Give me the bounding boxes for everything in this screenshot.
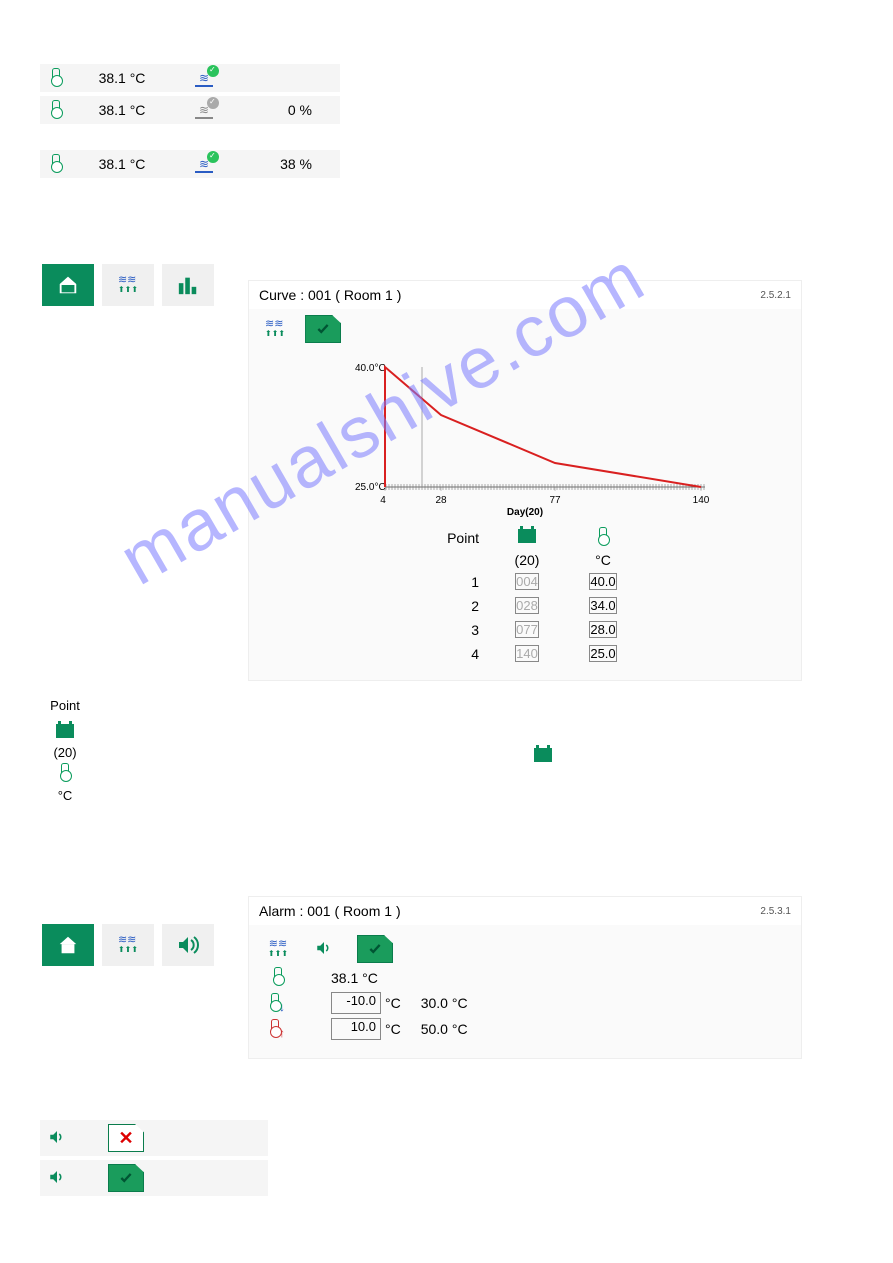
table-row: 2 028 34.0	[419, 596, 631, 616]
y-min-label: 25.0°C	[355, 482, 386, 493]
head-day-icon	[499, 529, 555, 546]
ventilation-button[interactable]	[102, 264, 154, 306]
alarm-high: ↑ 10.0 °C 50.0 °C	[265, 1018, 785, 1040]
thermometer-up-icon: ↑	[265, 1019, 291, 1040]
svg-text:28: 28	[435, 495, 447, 506]
thermometer-icon	[40, 763, 90, 787]
legend-point: Point	[40, 696, 90, 716]
thermometer-icon	[40, 154, 72, 175]
confirm-doc-icon[interactable]	[357, 935, 393, 963]
panel-header: Curve : 001 ( Room 1 ) 2.5.2.1	[249, 281, 801, 309]
chart-button[interactable]	[162, 264, 214, 306]
panel-toolbar	[249, 309, 801, 349]
home-button[interactable]	[42, 924, 94, 966]
sound-button[interactable]	[162, 924, 214, 966]
high-offset-input[interactable]: 10.0	[331, 1018, 381, 1040]
list-item	[40, 1160, 268, 1196]
panel-title: Curve : 001 ( Room 1 )	[259, 287, 760, 303]
curve-table-subhead: (20) °C	[419, 552, 631, 568]
temp-value: 38.1 °C	[72, 70, 172, 86]
temp-input[interactable]: 40.0	[589, 573, 616, 590]
panel-header: Alarm : 001 ( Room 1 ) 2.5.3.1	[249, 897, 801, 925]
row-idx: 3	[419, 622, 479, 638]
table-row: 4 140 25.0	[419, 644, 631, 664]
svg-text:Day(20): Day(20)	[507, 507, 543, 517]
sound-legend: ✕	[40, 1116, 268, 1200]
flow-grey-icon	[172, 101, 242, 119]
head-temp-icon	[575, 527, 631, 548]
low-result: 30.0 °C	[421, 995, 468, 1011]
thermometer-icon	[265, 967, 291, 988]
panel-title: Alarm : 001 ( Room 1 )	[259, 903, 760, 919]
unit-label: °C	[385, 1021, 401, 1037]
sound-icon[interactable]	[311, 939, 337, 960]
flow-ok-icon	[172, 155, 242, 173]
y-max-label: 40.0°C	[355, 363, 386, 374]
confirm-doc-icon[interactable]	[305, 315, 341, 343]
curve-table: Point (20) °C 1 004 40.0 2 028 34.0 3 07…	[249, 527, 801, 664]
low-offset-input[interactable]: -10.0	[331, 992, 381, 1014]
svg-text:140: 140	[693, 495, 710, 506]
calendar-icon	[40, 724, 90, 744]
legend-day: (20)	[40, 743, 90, 763]
table-row: 3 077 28.0	[419, 620, 631, 640]
panel-ref: 2.5.3.1	[760, 906, 791, 917]
table-row: 1 004 40.0	[419, 572, 631, 592]
curve-chart: 40.0°C 25.0°C 4 28 77 140 Day(20)	[325, 357, 725, 517]
day-input[interactable]: 028	[515, 597, 539, 614]
alarm-panel: Alarm : 001 ( Room 1 ) 2.5.3.1 38.1 °C ↓…	[248, 896, 802, 1059]
status-row: 38.1 °C	[40, 64, 340, 92]
row-idx: 4	[419, 646, 479, 662]
list-item: ✕	[40, 1120, 268, 1156]
temp-value: 38.1 °C	[72, 102, 172, 118]
doc-ok-icon[interactable]	[108, 1164, 144, 1192]
alarm-toolbar	[265, 935, 785, 963]
day-input[interactable]: 140	[515, 645, 539, 662]
ventilation-button[interactable]	[102, 924, 154, 966]
temp-input[interactable]: 25.0	[589, 645, 616, 662]
svg-text:77: 77	[549, 495, 561, 506]
day-input[interactable]: 077	[515, 621, 539, 638]
temp-input[interactable]: 34.0	[589, 597, 616, 614]
calendar-icon	[534, 748, 552, 762]
unit-label: °C	[385, 995, 401, 1011]
high-result: 50.0 °C	[421, 1021, 468, 1037]
head-temp-label: °C	[575, 552, 631, 568]
sound-icon	[46, 1128, 68, 1149]
thermometer-icon	[40, 68, 72, 89]
alarm-current: 38.1 °C	[265, 967, 785, 988]
temp-input[interactable]: 28.0	[589, 621, 616, 638]
row-idx: 2	[419, 598, 479, 614]
sound-icon	[46, 1168, 68, 1189]
head-day-label: (20)	[499, 552, 555, 568]
curve-table-head: Point	[419, 527, 631, 548]
ventilation-icon[interactable]	[265, 319, 285, 339]
current-temp: 38.1 °C	[331, 970, 378, 986]
flow-ok-icon	[172, 69, 242, 87]
status-row: 38.1 °C 0 %	[40, 96, 340, 124]
day-input[interactable]: 004	[515, 573, 539, 590]
curve-panel: Curve : 001 ( Room 1 ) 2.5.2.1	[248, 280, 802, 681]
row-idx: 1	[419, 574, 479, 590]
ventilation-icon[interactable]	[265, 939, 291, 959]
pct-value: 0 %	[242, 102, 322, 118]
status-row: 38.1 °C 38 %	[40, 150, 340, 178]
legend-temp: °C	[40, 786, 90, 806]
head-point: Point	[419, 530, 479, 546]
pct-value: 38 %	[242, 156, 322, 172]
alarm-low: ↓ -10.0 °C 30.0 °C	[265, 992, 785, 1014]
alarm-nav	[42, 924, 214, 966]
svg-text:4: 4	[380, 495, 386, 506]
doc-fail-icon[interactable]: ✕	[108, 1124, 144, 1152]
panel-ref: 2.5.2.1	[760, 290, 791, 301]
point-legend: Point (20) °C	[40, 696, 90, 806]
thermometer-icon	[40, 100, 72, 121]
thermometer-down-icon: ↓	[265, 993, 291, 1014]
home-button[interactable]	[42, 264, 94, 306]
temp-value: 38.1 °C	[72, 156, 172, 172]
